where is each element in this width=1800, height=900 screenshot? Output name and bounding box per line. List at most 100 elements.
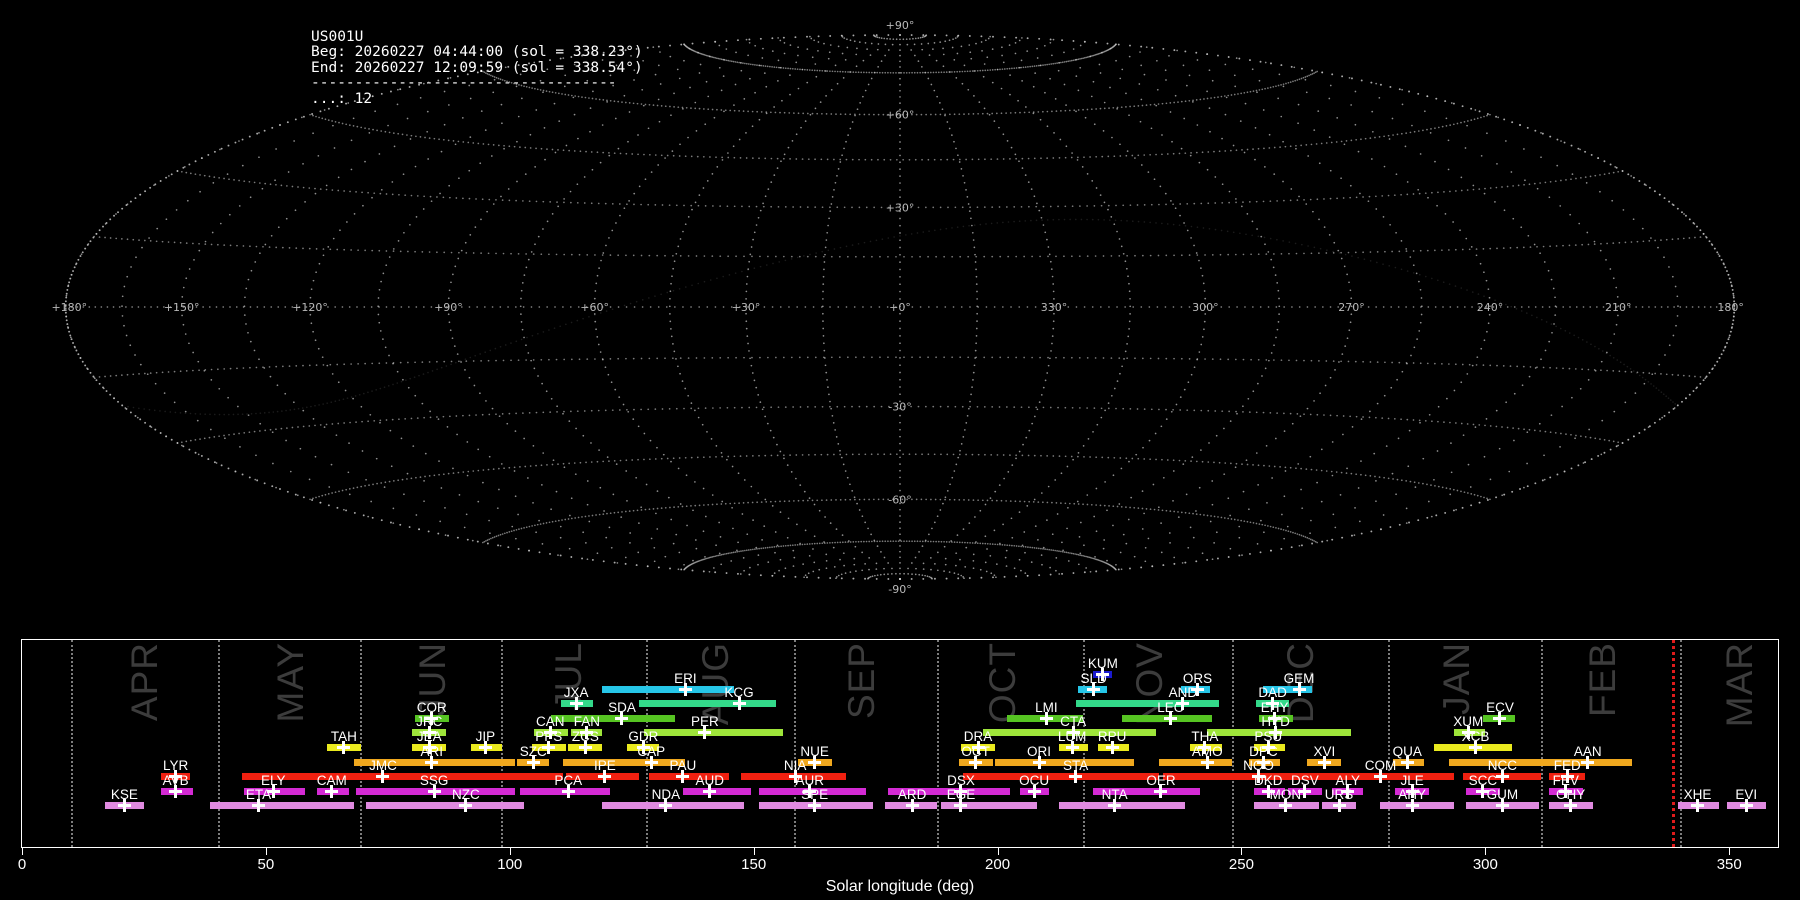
shower-peak-marker bbox=[1261, 784, 1275, 798]
shower-label: TAH bbox=[330, 729, 357, 744]
shower-peak-marker bbox=[678, 682, 692, 696]
header-info-block: US001U Beg: 20260227 04:44:00 (sol = 338… bbox=[311, 14, 643, 123]
shower-peak-marker bbox=[698, 726, 712, 740]
shower-label: FEV bbox=[1552, 772, 1579, 788]
shower-timeline-panel[interactable]: APR MAY JUN JUL AUG SEP OCT NOV DEC JAN FEB MAR KUM E… bbox=[21, 639, 1779, 848]
x-axis-tick-label: 50 bbox=[257, 856, 275, 873]
shower-peak-marker bbox=[252, 799, 266, 813]
shower-label: KSE bbox=[110, 787, 138, 803]
shower-peak-marker bbox=[580, 726, 594, 740]
x-axis-tick-label: 200 bbox=[985, 856, 1011, 873]
x-axis-title: Solar longitude (deg) bbox=[825, 878, 975, 895]
shower-label: AHY bbox=[1398, 787, 1427, 803]
shower-bar[interactable] bbox=[1448, 758, 1632, 766]
shower-label: OCU bbox=[1019, 772, 1050, 788]
shower-peak-marker bbox=[1266, 697, 1280, 711]
shower-label: EVI bbox=[1735, 787, 1758, 803]
shower-peak-marker bbox=[1405, 784, 1419, 798]
shower-bar[interactable] bbox=[241, 773, 564, 781]
shower-label: GDR bbox=[628, 729, 659, 744]
shower-bar[interactable] bbox=[551, 714, 675, 722]
shower-peak-marker bbox=[425, 711, 439, 725]
shower-peak-marker bbox=[1564, 799, 1578, 813]
shower-label: JEA bbox=[416, 729, 442, 744]
month-label-may: MAY bbox=[270, 642, 312, 723]
shower-label: ECV bbox=[1486, 699, 1514, 715]
shower-label: JXA bbox=[563, 685, 589, 701]
shower-peak-marker bbox=[1039, 711, 1053, 725]
shower-peak-marker bbox=[1691, 799, 1705, 813]
month-divider bbox=[1680, 640, 1683, 847]
x-axis-tick bbox=[1485, 848, 1487, 855]
shower-peak-marker bbox=[598, 770, 612, 784]
sky-map-svg: +180° +150° +120° +90° +60° +30° +0° 330° 300° 27… bbox=[51, 19, 1743, 596]
x-axis-tick-label: 150 bbox=[741, 856, 767, 873]
shower-label: STA bbox=[1062, 758, 1089, 774]
shower-bar[interactable] bbox=[1092, 787, 1200, 795]
shower-peak-marker bbox=[1739, 799, 1753, 813]
shower-bar[interactable] bbox=[602, 685, 735, 693]
shower-peak-marker bbox=[425, 755, 439, 769]
shower-peak-marker bbox=[1341, 784, 1355, 798]
month-divider bbox=[646, 640, 649, 847]
shower-label: DRA bbox=[963, 729, 993, 744]
shower-bar[interactable] bbox=[1163, 773, 1305, 781]
shower-label: NUE bbox=[800, 743, 829, 759]
shower-label: IPE bbox=[594, 758, 616, 774]
x-axis-tick-label: 300 bbox=[1472, 856, 1498, 873]
shower-peak-marker bbox=[1292, 682, 1306, 696]
shower-peak-marker bbox=[808, 799, 822, 813]
shower-label: URS bbox=[1324, 787, 1354, 803]
shower-label: AMO bbox=[1191, 743, 1223, 759]
shower-peak-marker bbox=[644, 755, 658, 769]
shower-peak-marker bbox=[659, 799, 673, 813]
shower-peak-marker bbox=[1495, 770, 1509, 784]
month-label-apr: APR bbox=[123, 642, 165, 722]
shower-bar[interactable] bbox=[1263, 685, 1313, 693]
month-divider bbox=[1083, 640, 1086, 847]
shower-bar[interactable] bbox=[643, 729, 783, 737]
shower-label: CTA bbox=[1060, 714, 1087, 730]
shower-peak-marker bbox=[1065, 741, 1079, 754]
shower-bar[interactable] bbox=[1075, 700, 1220, 708]
shower-peak-marker bbox=[1027, 784, 1041, 798]
shower-bar[interactable] bbox=[963, 773, 1159, 781]
header-rule: ----------------------------------- bbox=[311, 75, 617, 92]
shower-bar[interactable] bbox=[941, 802, 1037, 810]
shower-bar[interactable] bbox=[995, 758, 1135, 766]
shower-bar[interactable] bbox=[563, 758, 686, 766]
month-label-mar: MAR bbox=[1718, 642, 1760, 728]
shower-peak-marker bbox=[788, 770, 802, 784]
shower-peak-marker bbox=[1066, 726, 1080, 740]
end-time-line: End: 20260227 12:09:59 (sol = 338.54°) bbox=[311, 59, 643, 76]
shower-peak-marker bbox=[969, 755, 983, 769]
month-divider bbox=[794, 640, 797, 847]
shower-peak-marker bbox=[422, 726, 436, 740]
shower-peak-marker bbox=[1261, 741, 1275, 754]
shower-label: DKD bbox=[1254, 772, 1283, 788]
count-line: ...: 12 bbox=[311, 90, 373, 107]
shower-bar[interactable] bbox=[1158, 758, 1232, 766]
shower-peak-marker bbox=[1476, 784, 1490, 798]
shower-label: CAM bbox=[316, 772, 347, 788]
shower-peak-marker bbox=[1493, 711, 1507, 725]
shower-bar[interactable] bbox=[682, 787, 752, 795]
shower-peak-marker bbox=[1154, 784, 1168, 798]
shower-label: PSU bbox=[1254, 729, 1283, 744]
shower-bar[interactable] bbox=[602, 802, 744, 810]
shower-label: XVI bbox=[1313, 743, 1336, 759]
shower-peak-marker bbox=[266, 784, 280, 798]
x-axis-tick-label: 100 bbox=[497, 856, 523, 873]
shower-label: NDA bbox=[651, 787, 681, 803]
shower-bar[interactable] bbox=[639, 700, 776, 708]
shower-label: ORS bbox=[1182, 670, 1213, 686]
shower-bar[interactable] bbox=[365, 802, 525, 810]
shower-bar[interactable] bbox=[887, 787, 1010, 795]
shower-label: CAP bbox=[637, 743, 666, 759]
shower-label: LYR bbox=[163, 758, 189, 774]
shower-label: PPS bbox=[535, 729, 563, 744]
shower-label: ELY bbox=[260, 772, 286, 788]
shower-label: CAN bbox=[535, 714, 565, 730]
shower-bar[interactable] bbox=[1058, 802, 1186, 810]
shower-bar[interactable] bbox=[209, 802, 354, 810]
